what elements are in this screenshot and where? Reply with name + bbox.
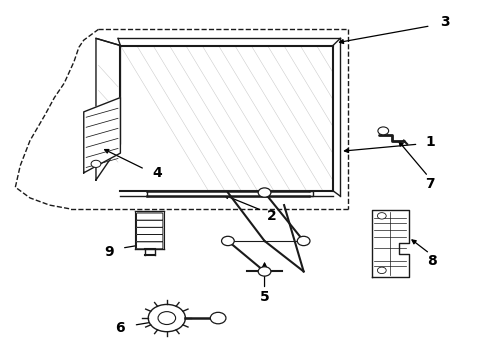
FancyBboxPatch shape [137, 234, 163, 242]
Circle shape [158, 312, 175, 324]
FancyBboxPatch shape [137, 213, 163, 220]
Text: 1: 1 [426, 135, 436, 149]
FancyBboxPatch shape [137, 242, 163, 249]
Circle shape [378, 127, 389, 135]
Text: 5: 5 [260, 289, 270, 303]
Text: 8: 8 [427, 254, 437, 268]
Text: 9: 9 [104, 245, 114, 259]
Polygon shape [84, 98, 121, 173]
Circle shape [297, 236, 310, 246]
Text: 4: 4 [152, 166, 162, 180]
Circle shape [377, 267, 386, 274]
Circle shape [377, 213, 386, 219]
Text: 6: 6 [116, 321, 125, 335]
Text: 2: 2 [267, 209, 277, 223]
Polygon shape [372, 211, 409, 277]
Circle shape [258, 188, 271, 197]
FancyBboxPatch shape [137, 220, 163, 227]
Text: 3: 3 [441, 15, 450, 29]
Circle shape [148, 305, 185, 332]
Text: 7: 7 [425, 177, 435, 191]
Circle shape [221, 236, 234, 246]
FancyBboxPatch shape [137, 227, 163, 234]
Circle shape [210, 312, 226, 324]
Circle shape [258, 267, 271, 276]
Circle shape [91, 160, 101, 167]
